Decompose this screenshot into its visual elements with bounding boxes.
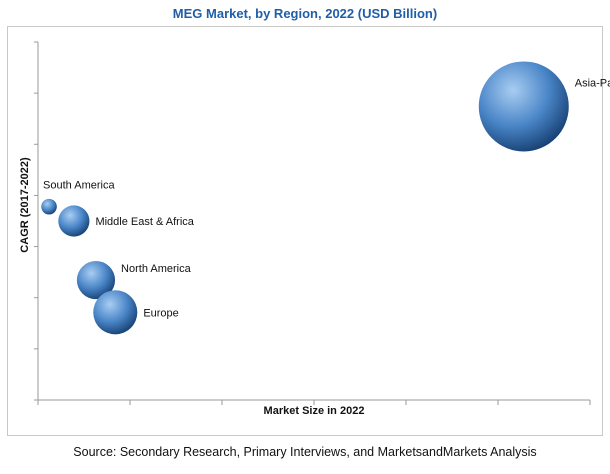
bubble-middle-east-africa (58, 205, 90, 237)
bubble-south-america (41, 198, 57, 215)
chart-title: MEG Market, by Region, 2022 (USD Billion… (172, 6, 438, 21)
bubble-label: Asia-Pacific (575, 77, 610, 89)
x-axis-label: Market Size in 2022 (264, 405, 365, 417)
bubble-label: Middle East & Africa (95, 216, 194, 228)
bubble-asia-pacific (478, 61, 569, 152)
bubble-label: Europe (143, 307, 178, 319)
bubble-label: North America (121, 263, 192, 275)
bubble-label: South America (43, 180, 115, 192)
source-note: Source: Secondary Research, Primary Inte… (73, 445, 537, 459)
chart-frame (7, 26, 603, 436)
y-axis-label: CAGR (2017-2022) (19, 157, 31, 253)
bubble-europe (93, 290, 138, 335)
bubble-north-america (76, 260, 116, 300)
